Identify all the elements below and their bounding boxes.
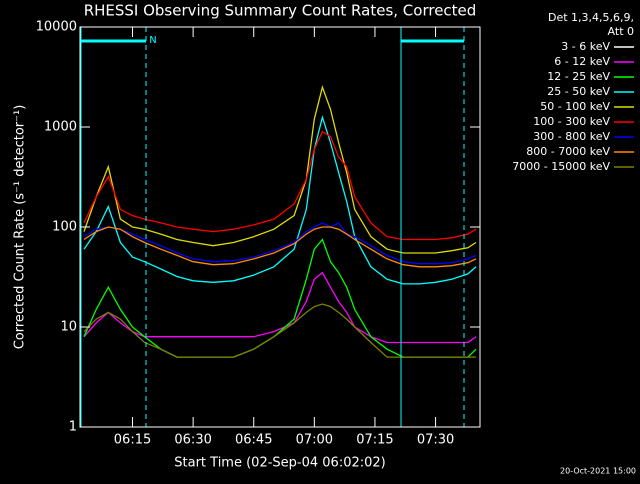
annotation: N <box>149 35 156 46</box>
legend-label: 12 - 25 keV <box>547 70 610 83</box>
x-tick-label: 07:30 <box>417 433 454 448</box>
legend-label: 300 - 800 keV <box>533 130 610 143</box>
y-tick-label: 1000 <box>44 120 77 135</box>
series-line <box>83 114 477 285</box>
series-line <box>83 271 477 344</box>
y-axis-label: Corrected Count Rate (s⁻¹ detector⁻¹) <box>13 105 28 350</box>
chart-title: RHESSI Observing Summary Count Rates, Co… <box>84 2 477 20</box>
y-tick-label: 10000 <box>36 20 77 35</box>
x-axis-label: Start Time (02-Sep-04 06:02:02) <box>174 456 385 471</box>
x-tick-label: 07:00 <box>296 433 333 448</box>
x-tick-label: 06:30 <box>174 433 211 448</box>
legend-label: 6 - 12 keV <box>554 55 610 68</box>
x-tick-label: 06:15 <box>114 433 151 448</box>
legend-label: 100 - 300 keV <box>533 115 610 128</box>
y-tick-label: 100 <box>52 220 77 235</box>
footer: 20-Oct-2021 15:00 <box>560 467 636 476</box>
legend-label: 50 - 100 keV <box>540 100 610 113</box>
x-tick-label: 06:45 <box>235 433 272 448</box>
legend-header: Det 1,3,4,5,6,9, <box>548 11 634 24</box>
series-line <box>83 280 476 411</box>
legend-label: 800 - 7000 keV <box>526 145 610 158</box>
legend-header: Att 0 <box>608 25 634 38</box>
series-line <box>83 222 477 265</box>
plot-area <box>83 84 477 411</box>
y-tick-label: 1 <box>69 420 77 435</box>
series-line <box>83 303 476 358</box>
y-tick-label: 10 <box>60 320 77 335</box>
series-line <box>83 130 477 241</box>
x-tick-label: 07:15 <box>356 433 393 448</box>
legend-label: 25 - 50 keV <box>547 85 610 98</box>
legend-label: 7000 - 15000 keV <box>512 160 610 173</box>
legend-label: 3 - 6 keV <box>561 40 610 53</box>
series-line <box>83 226 477 268</box>
